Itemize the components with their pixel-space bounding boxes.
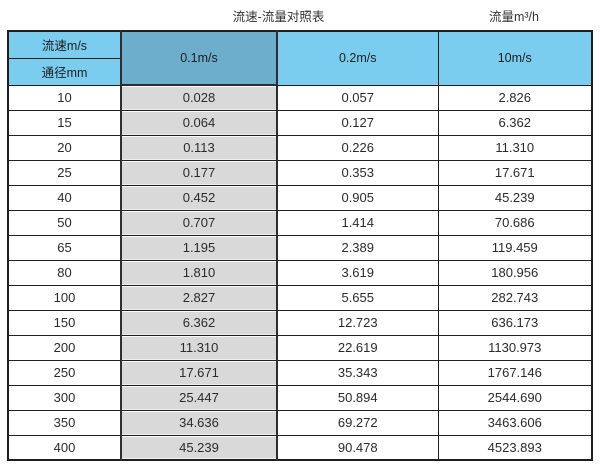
- table-row: 350 34.636 69.272 3463.606: [7, 409, 593, 436]
- diameter-cell: 15: [7, 109, 122, 136]
- diameter-cell: 350: [7, 409, 122, 436]
- flow-rate-table: 流速m/s 0.1m/s 0.2m/s 10m/s 通径mm 10 0.028 0.…: [7, 30, 593, 461]
- flow-value-cell: 0.127: [276, 109, 439, 136]
- flow-value-cell: 2.826: [437, 84, 593, 111]
- header-col-0.2ms: 0.2m/s: [276, 30, 439, 86]
- table-title: 流速-流量对照表: [232, 9, 325, 24]
- flow-value-cell: 636.173: [437, 309, 593, 336]
- flow-value-cell: 3463.606: [437, 409, 593, 436]
- flow-value-cell: 180.956: [437, 259, 593, 286]
- flow-value-cell: 1767.146: [437, 359, 593, 386]
- flow-value-cell: 3.619: [276, 259, 439, 286]
- flow-value-cell: 11.310: [120, 334, 278, 361]
- table-row: 400 45.239 90.478 4523.893: [7, 434, 593, 461]
- flow-value-cell: 282.743: [437, 284, 593, 311]
- flow-value-cell: 34.636: [120, 409, 278, 436]
- flow-value-cell: 17.671: [437, 159, 593, 186]
- flow-unit-label: 流量m³/h: [488, 9, 539, 24]
- flow-value-cell: 90.478: [276, 434, 439, 461]
- flow-value-cell: 25.447: [120, 384, 278, 411]
- flow-value-cell: 69.272: [276, 409, 439, 436]
- table-row: 50 0.707 1.414 70.686: [7, 209, 593, 236]
- flow-value-cell: 0.905: [276, 184, 439, 211]
- diameter-cell: 150: [7, 309, 122, 336]
- table-row: 40 0.452 0.905 45.239: [7, 184, 593, 211]
- diameter-cell: 20: [7, 134, 122, 161]
- table-row: 15 0.064 0.127 6.362: [7, 109, 593, 136]
- diameter-cell: 200: [7, 334, 122, 361]
- diameter-cell: 10: [7, 84, 122, 111]
- flow-value-cell: 11.310: [437, 134, 593, 161]
- table-row: 20 0.113 0.226 11.310: [7, 134, 593, 161]
- flow-value-cell: 0.353: [276, 159, 439, 186]
- flow-value-cell: 0.707: [120, 209, 278, 236]
- flow-value-cell: 0.452: [120, 184, 278, 211]
- flow-value-cell: 119.459: [437, 234, 593, 261]
- flow-value-cell: 0.226: [276, 134, 439, 161]
- flow-value-cell: 22.619: [276, 334, 439, 361]
- table-row: 150 6.362 12.723 636.173: [7, 309, 593, 336]
- diameter-cell: 25: [7, 159, 122, 186]
- table-row: 80 1.810 3.619 180.956: [7, 259, 593, 286]
- flow-value-cell: 45.239: [120, 434, 278, 461]
- table-row: 25 0.177 0.353 17.671: [7, 159, 593, 186]
- diameter-cell: 250: [7, 359, 122, 386]
- flow-value-cell: 6.362: [120, 309, 278, 336]
- flow-value-cell: 70.686: [437, 209, 593, 236]
- flow-value-cell: 0.028: [120, 84, 278, 111]
- flow-value-cell: 17.671: [120, 359, 278, 386]
- flow-value-cell: 6.362: [437, 109, 593, 136]
- flow-value-cell: 2.389: [276, 234, 439, 261]
- flow-value-cell: 1.195: [120, 234, 278, 261]
- flow-value-cell: 2544.690: [437, 384, 593, 411]
- flow-value-cell: 1130.973: [437, 334, 593, 361]
- flow-value-cell: 1.414: [276, 209, 439, 236]
- diameter-cell: 40: [7, 184, 122, 211]
- flow-value-cell: 45.239: [437, 184, 593, 211]
- diameter-cell: 100: [7, 284, 122, 311]
- table-row: 250 17.671 35.343 1767.146: [7, 359, 593, 386]
- flow-value-cell: 12.723: [276, 309, 439, 336]
- table-row: 300 25.447 50.894 2544.690: [7, 384, 593, 411]
- flow-value-cell: 0.057: [276, 84, 439, 111]
- diameter-cell: 65: [7, 234, 122, 261]
- flow-value-cell: 0.113: [120, 134, 278, 161]
- flow-value-cell: 0.177: [120, 159, 278, 186]
- flow-value-cell: 35.343: [276, 359, 439, 386]
- header-velocity-label: 流速m/s: [7, 30, 122, 59]
- table-header: 流速m/s 0.1m/s 0.2m/s 10m/s 通径mm: [7, 30, 593, 86]
- header-col-10ms: 10m/s: [437, 30, 593, 86]
- flow-value-cell: 4523.893: [437, 434, 593, 461]
- flow-value-cell: 0.064: [120, 109, 278, 136]
- flow-value-cell: 1.810: [120, 259, 278, 286]
- table-row: 10 0.028 0.057 2.826: [7, 84, 593, 111]
- flow-value-cell: 5.655: [276, 284, 439, 311]
- flow-value-cell: 50.894: [276, 384, 439, 411]
- table-row: 65 1.195 2.389 119.459: [7, 234, 593, 261]
- diameter-cell: 400: [7, 434, 122, 461]
- header-col-0.1ms: 0.1m/s: [120, 30, 278, 86]
- diameter-cell: 80: [7, 259, 122, 286]
- table-caption-bar: 流速-流量对照表 流量m³/h: [7, 0, 591, 30]
- table-body: 10 0.028 0.057 2.826 15 0.064 0.127 6.362 20 0.11…: [7, 84, 593, 461]
- table-row: 100 2.827 5.655 282.743: [7, 284, 593, 311]
- diameter-cell: 300: [7, 384, 122, 411]
- header-diameter-label: 通径mm: [7, 57, 122, 86]
- flow-value-cell: 2.827: [120, 284, 278, 311]
- diameter-cell: 50: [7, 209, 122, 236]
- table-row: 200 11.310 22.619 1130.973: [7, 334, 593, 361]
